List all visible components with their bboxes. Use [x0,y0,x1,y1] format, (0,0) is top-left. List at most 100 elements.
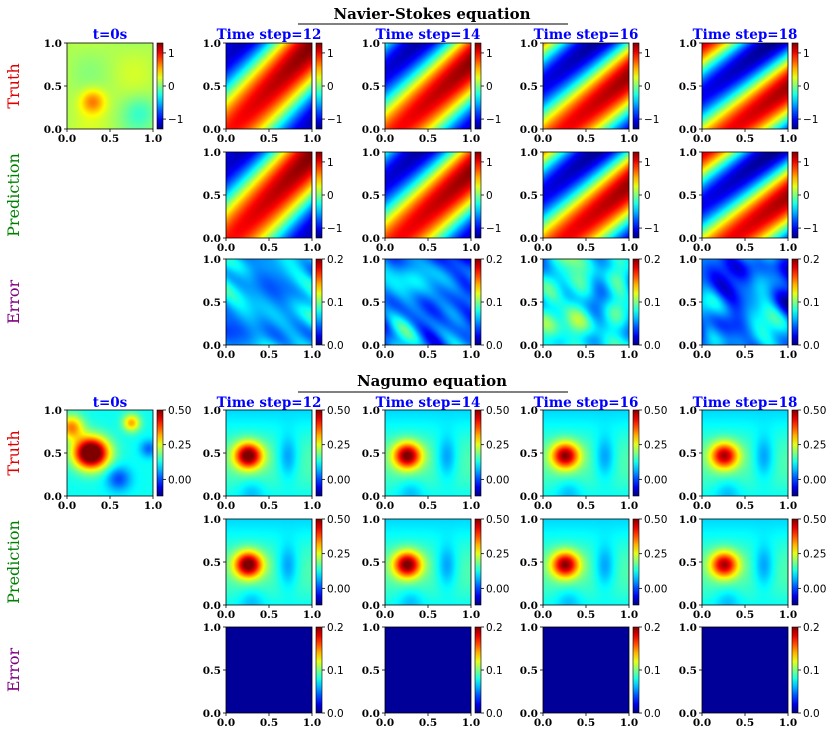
heatmap-image [543,152,629,238]
x-tick-label: 0.0 [376,717,394,729]
y-tick-label: 0.0 [203,124,221,136]
column-title: Time step=12 [217,27,322,43]
y-tick-label: 0.5 [362,448,380,460]
x-tick-label: 1.0 [620,242,638,254]
y-tick-label: 0.0 [679,491,697,503]
y-tick-label: 1.0 [520,147,538,159]
x-tick-label: 1.0 [779,242,797,254]
y-tick-label: 0.0 [520,124,538,136]
colorbar-tick-label: 0.2 [644,254,661,266]
colorbar [315,518,323,606]
x-tick-label: 0.5 [419,500,437,512]
colorbar [632,42,640,130]
colorbar-tick-label: 0.50 [644,514,667,526]
x-tick-label: 1.0 [144,133,162,145]
x-tick-label: 0.0 [217,717,235,729]
column-title: Time step=18 [693,27,798,43]
colorbar-tick-label: 0.50 [168,405,191,417]
x-tick-label: 0.0 [376,242,394,254]
x-tick-label: 1.0 [303,133,321,145]
y-tick-label: 1.0 [203,147,221,159]
heatmap-image [385,152,471,238]
colorbar-tick-label: 0.00 [168,474,191,486]
heatmap-panel: 0.0 0.5 1.0 0.0 0.5 1.0 0.50 0.25 0.00 [520,405,668,512]
x-tick-label: 0.5 [260,242,278,254]
colorbar-tick-label: 0.2 [803,622,820,634]
colorbar [315,258,323,346]
x-tick-label: 0.0 [376,609,394,621]
x-tick-label: 1.0 [303,242,321,254]
x-tick-label: 1.0 [303,717,321,729]
y-tick-label: 0.0 [679,600,697,612]
y-tick-label: 0.5 [679,665,697,677]
x-tick-label: 1.0 [779,609,797,621]
colorbar-tick-label: −1 [644,114,659,126]
y-tick-label: 0.0 [362,233,380,245]
y-tick-label: 0.5 [362,297,380,309]
heatmap-panel: 0.0 0.5 1.0 0.0 0.5 1.0 1 0 −1 [44,38,184,145]
heatmap-panel: 0.0 0.5 1.0 0.0 0.5 1.0 1 0 −1 [520,147,660,254]
row-label: Truth [4,63,23,108]
colorbar-tick-label: 0 [803,81,810,93]
y-tick-label: 0.5 [203,190,221,202]
heatmap-panel: 0.0 0.5 1.0 0.0 0.5 1.0 1 0 −1 [679,147,819,254]
heatmap-panel: 0.0 0.5 1.0 0.0 0.5 1.0 0.50 0.25 0.00 [679,405,827,512]
colorbar-tick-label: 0.25 [327,440,350,452]
colorbar [315,409,323,497]
colorbar-tick-label: 1 [327,157,334,169]
heatmap-panel: 0.0 0.5 1.0 0.0 0.5 1.0 0.50 0.25 0.00 [203,405,351,512]
y-tick-label: 1.0 [362,405,380,417]
colorbar [791,409,799,497]
y-tick-label: 0.5 [520,190,538,202]
y-tick-label: 0.5 [362,81,380,93]
colorbar-tick-label: 0.50 [644,405,667,417]
heatmap-image [385,259,471,345]
heatmap-panel: 0.0 0.5 1.0 0.0 0.5 1.0 1 0 −1 [679,38,819,145]
x-tick-label: 0.5 [260,609,278,621]
x-tick-label: 1.0 [779,500,797,512]
x-tick-label: 0.0 [217,242,235,254]
colorbar-tick-label: 0.0 [644,708,661,720]
colorbar-tick-label: 0.25 [168,440,191,452]
heatmap-panel: 0.0 0.5 1.0 0.0 0.5 1.0 1 0 −1 [362,147,502,254]
x-tick-label: 0.5 [101,133,119,145]
heatmap-panel: 0.0 0.5 1.0 0.0 0.5 1.0 0.2 0.1 0.0 [362,622,503,729]
colorbar-tick-label: 0.0 [486,340,503,352]
x-tick-label: 0.5 [419,609,437,621]
heatmap-panel: 0.0 0.5 1.0 0.0 0.5 1.0 0.2 0.1 0.0 [520,622,661,729]
colorbar-tick-label: 0.00 [644,474,667,486]
x-tick-label: 0.5 [577,133,595,145]
colorbar-tick-label: −1 [644,223,659,235]
heatmap-panel: 0.0 0.5 1.0 0.0 0.5 1.0 0.2 0.1 0.0 [203,254,344,361]
y-tick-label: 0.5 [203,297,221,309]
y-tick-label: 0.0 [362,491,380,503]
x-tick-label: 0.5 [736,133,754,145]
y-tick-label: 1.0 [520,622,538,634]
x-tick-label: 0.0 [693,609,711,621]
colorbar-tick-label: 0.0 [803,340,820,352]
heatmap-panel: 0.0 0.5 1.0 0.0 0.5 1.0 0.2 0.1 0.0 [362,254,503,361]
colorbar-tick-label: 0.1 [644,665,661,677]
y-tick-label: 0.0 [203,708,221,720]
y-tick-label: 1.0 [362,38,380,50]
colorbar-tick-label: 0.50 [486,514,509,526]
y-tick-label: 0.0 [44,491,62,503]
colorbar-tick-label: 0 [327,81,334,93]
colorbar-tick-label: 0.00 [803,474,826,486]
colorbar-tick-label: 1 [803,48,810,60]
x-tick-label: 0.5 [419,717,437,729]
colorbar-tick-label: 0.0 [803,708,820,720]
heatmap-image [702,152,788,238]
colorbar-tick-label: 0 [168,81,175,93]
heatmap-panel: 0.0 0.5 1.0 0.0 0.5 1.0 1 0 −1 [203,147,343,254]
colorbar [474,518,482,606]
y-tick-label: 0.0 [679,233,697,245]
x-tick-label: 1.0 [779,717,797,729]
colorbar [474,258,482,346]
y-tick-label: 0.5 [679,448,697,460]
y-tick-label: 0.0 [679,124,697,136]
x-tick-label: 1.0 [620,133,638,145]
x-tick-label: 1.0 [462,242,480,254]
y-tick-label: 0.5 [520,297,538,309]
